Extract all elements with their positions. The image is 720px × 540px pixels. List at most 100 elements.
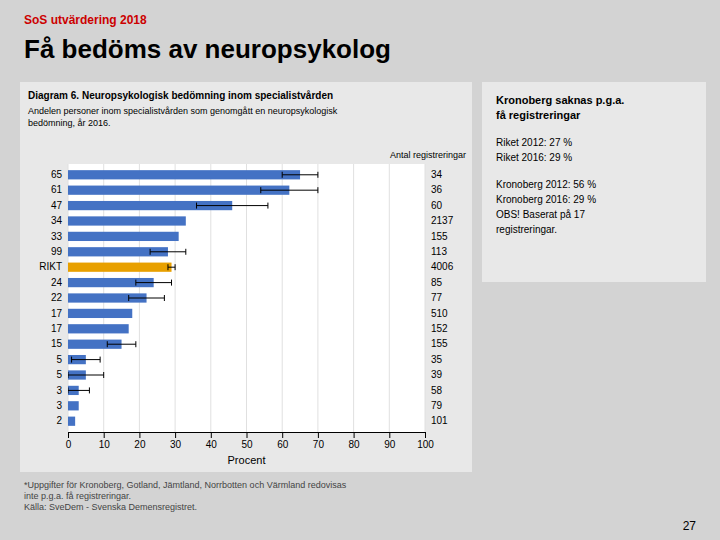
diagram-subtitle: Andelen personer inom specialistvården s…: [28, 106, 338, 116]
error-bar-cap: [175, 264, 176, 270]
error-bar-line: [68, 390, 89, 391]
bar: [68, 417, 75, 426]
x-tick-label: 20: [134, 439, 146, 450]
error-bar: [282, 172, 318, 178]
x-tick-label: 0: [66, 439, 72, 450]
error-bar-line: [68, 375, 104, 376]
y-tick: 2: [56, 415, 62, 426]
grid-line: [317, 164, 318, 432]
x-tick-mark: [211, 432, 212, 438]
error-bar-cap: [167, 264, 168, 270]
y2-tick: 155: [431, 231, 448, 242]
grid-line: [425, 164, 426, 432]
x-tick-label: 100: [417, 439, 434, 450]
x-tick-label: 70: [313, 439, 325, 450]
error-bar: [107, 341, 136, 347]
y-tick-label: 24: [51, 277, 63, 288]
error-bar-cap: [135, 341, 136, 347]
x-axis-line: [69, 433, 426, 439]
error-bar: [136, 280, 172, 286]
error-bar-cap: [267, 203, 268, 209]
y2-tick-label: 510: [431, 308, 448, 319]
y-tick: 3: [56, 385, 62, 396]
y2-tick: 2137: [431, 215, 454, 226]
x-tick-mark: [139, 432, 140, 438]
y-tick-label: 99: [51, 246, 63, 257]
error-bar-cap: [260, 187, 261, 193]
y-tick-label: 5: [56, 369, 62, 380]
grid-line: [389, 164, 390, 432]
y2-tick: 79: [431, 400, 443, 411]
y-tick: 47: [51, 200, 63, 211]
y-tick-label: 33: [51, 231, 63, 242]
bar: [68, 263, 172, 272]
y-tick: 61: [51, 184, 63, 195]
y2-axis-title: Antal registreringar: [390, 150, 466, 160]
error-bar-line: [197, 205, 268, 206]
y-tick: 5: [56, 369, 62, 380]
y2-tick-label: 35: [431, 354, 443, 365]
y-tick: 17: [51, 308, 63, 319]
error-bar-cap: [317, 172, 318, 178]
error-bar: [129, 295, 165, 301]
x-tick-label: 30: [170, 439, 182, 450]
y2-tick-label: 4006: [431, 261, 454, 272]
info-heading: Kronoberg saknas p.g.a.: [496, 94, 624, 106]
info-text: OBS! Baserat på 17: [496, 209, 585, 220]
error-bar: [150, 249, 186, 255]
error-bar: [197, 203, 268, 209]
x-tick-label: 40: [206, 439, 218, 450]
y2-tick: 60: [431, 200, 443, 211]
x-tick-mark: [318, 432, 319, 438]
y-axis: 656147343399RIKT242217171555332: [39, 169, 62, 426]
y2-tick: 101: [431, 415, 448, 426]
error-bar-line: [150, 251, 186, 252]
error-bar-cap: [100, 357, 101, 363]
error-bar-cap: [71, 357, 72, 363]
diagram-subtitle: bedömning, år 2016.: [28, 118, 111, 128]
info-heading: få registreringar: [496, 109, 581, 121]
info-text: Kronoberg 2016: 29 %: [496, 194, 596, 205]
y-tick: 22: [51, 292, 63, 303]
x-tick: 80: [349, 432, 361, 450]
x-tick: 30: [170, 432, 182, 450]
error-bar-cap: [89, 387, 90, 393]
y2-tick: 155: [431, 338, 448, 349]
error-bar: [72, 357, 101, 363]
subtitle: SoS utvärdering 2018: [24, 13, 147, 27]
x-tick-mark: [282, 432, 283, 438]
chart-panel: [20, 82, 472, 472]
info-text: Riket 2012: 27 %: [496, 137, 572, 148]
y2-tick-label: 39: [431, 369, 443, 380]
footer: Källa: SveDem - Svenska Demensregistret.: [24, 502, 197, 512]
y-tick-label: 15: [51, 338, 63, 349]
x-tick-mark: [68, 432, 69, 438]
x-tick-label: 10: [99, 439, 111, 450]
y2-tick: 39: [431, 369, 443, 380]
y2-tick-label: 58: [431, 385, 443, 396]
y2-tick-label: 77: [431, 292, 443, 303]
x-tick: 70: [313, 432, 325, 450]
footer: *Uppgifter för Kronoberg, Gotland, Jämtl…: [24, 480, 347, 490]
bar: [68, 232, 179, 241]
y2-tick: 510: [431, 308, 448, 319]
y-tick-label: 5: [56, 354, 62, 365]
error-bar-cap: [196, 203, 197, 209]
error-bar-cap: [164, 295, 165, 301]
error-bar-cap: [171, 280, 172, 286]
x-tick: 90: [384, 432, 396, 450]
grid-line: [353, 164, 354, 432]
x-tick: 10: [99, 432, 111, 450]
y2-tick-label: 85: [431, 277, 443, 288]
error-bar-cap: [128, 295, 129, 301]
x-tick-mark: [354, 432, 355, 438]
y2-tick-label: 113: [431, 246, 447, 257]
grid-line: [282, 164, 283, 432]
x-tick-mark: [389, 432, 390, 438]
y2-tick: 4006: [431, 261, 454, 272]
y-tick: 17: [51, 323, 63, 334]
y-tick-label: 2: [56, 415, 62, 426]
y-tick-label: 17: [51, 308, 63, 319]
x-tick: 60: [277, 432, 289, 450]
info-text: Kronoberg 2012: 56 %: [496, 179, 596, 190]
